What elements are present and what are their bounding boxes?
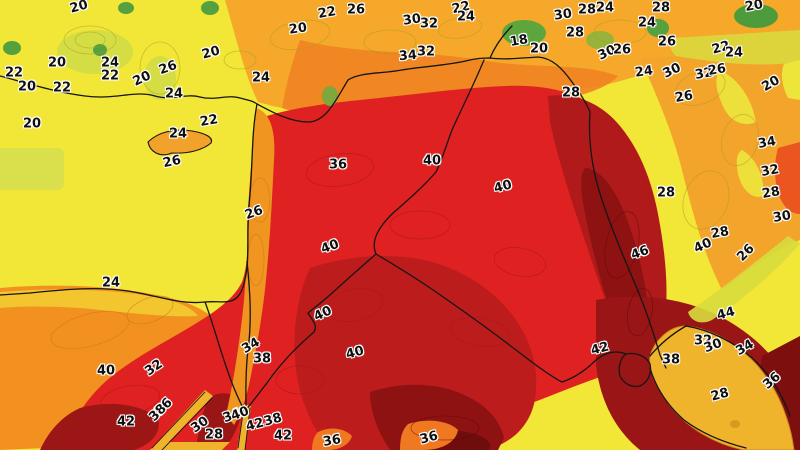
gulf-of-aqaba-coast — [237, 405, 251, 450]
levant-coastal-strip — [226, 108, 275, 425]
green-highland-spots — [0, 1, 800, 323]
gulf-of-suez-coast — [151, 391, 213, 450]
cyprus-island — [147, 129, 213, 156]
gulf-iran-coast — [685, 325, 791, 417]
gulf-head-coast — [649, 325, 687, 357]
egypt-israel-border — [204, 301, 245, 411]
jordan-saudi-border — [245, 253, 377, 411]
iraq-iran-border — [588, 111, 667, 369]
contour-lines — [50, 17, 760, 441]
syria-iraq-border — [373, 59, 485, 255]
kuwait-outline — [618, 352, 652, 388]
levant-egypt-coastline — [0, 103, 258, 304]
jordan-river-line — [245, 261, 251, 409]
iraq-saudi-border — [375, 253, 627, 383]
gulf-saudi-coast — [649, 367, 747, 449]
borders-and-coastlines — [0, 25, 791, 450]
turkey-syria-border — [256, 56, 591, 123]
bottom-orange-patches — [312, 420, 458, 450]
turkey-coastline — [0, 75, 258, 105]
turkey-interior-line — [489, 25, 513, 59]
